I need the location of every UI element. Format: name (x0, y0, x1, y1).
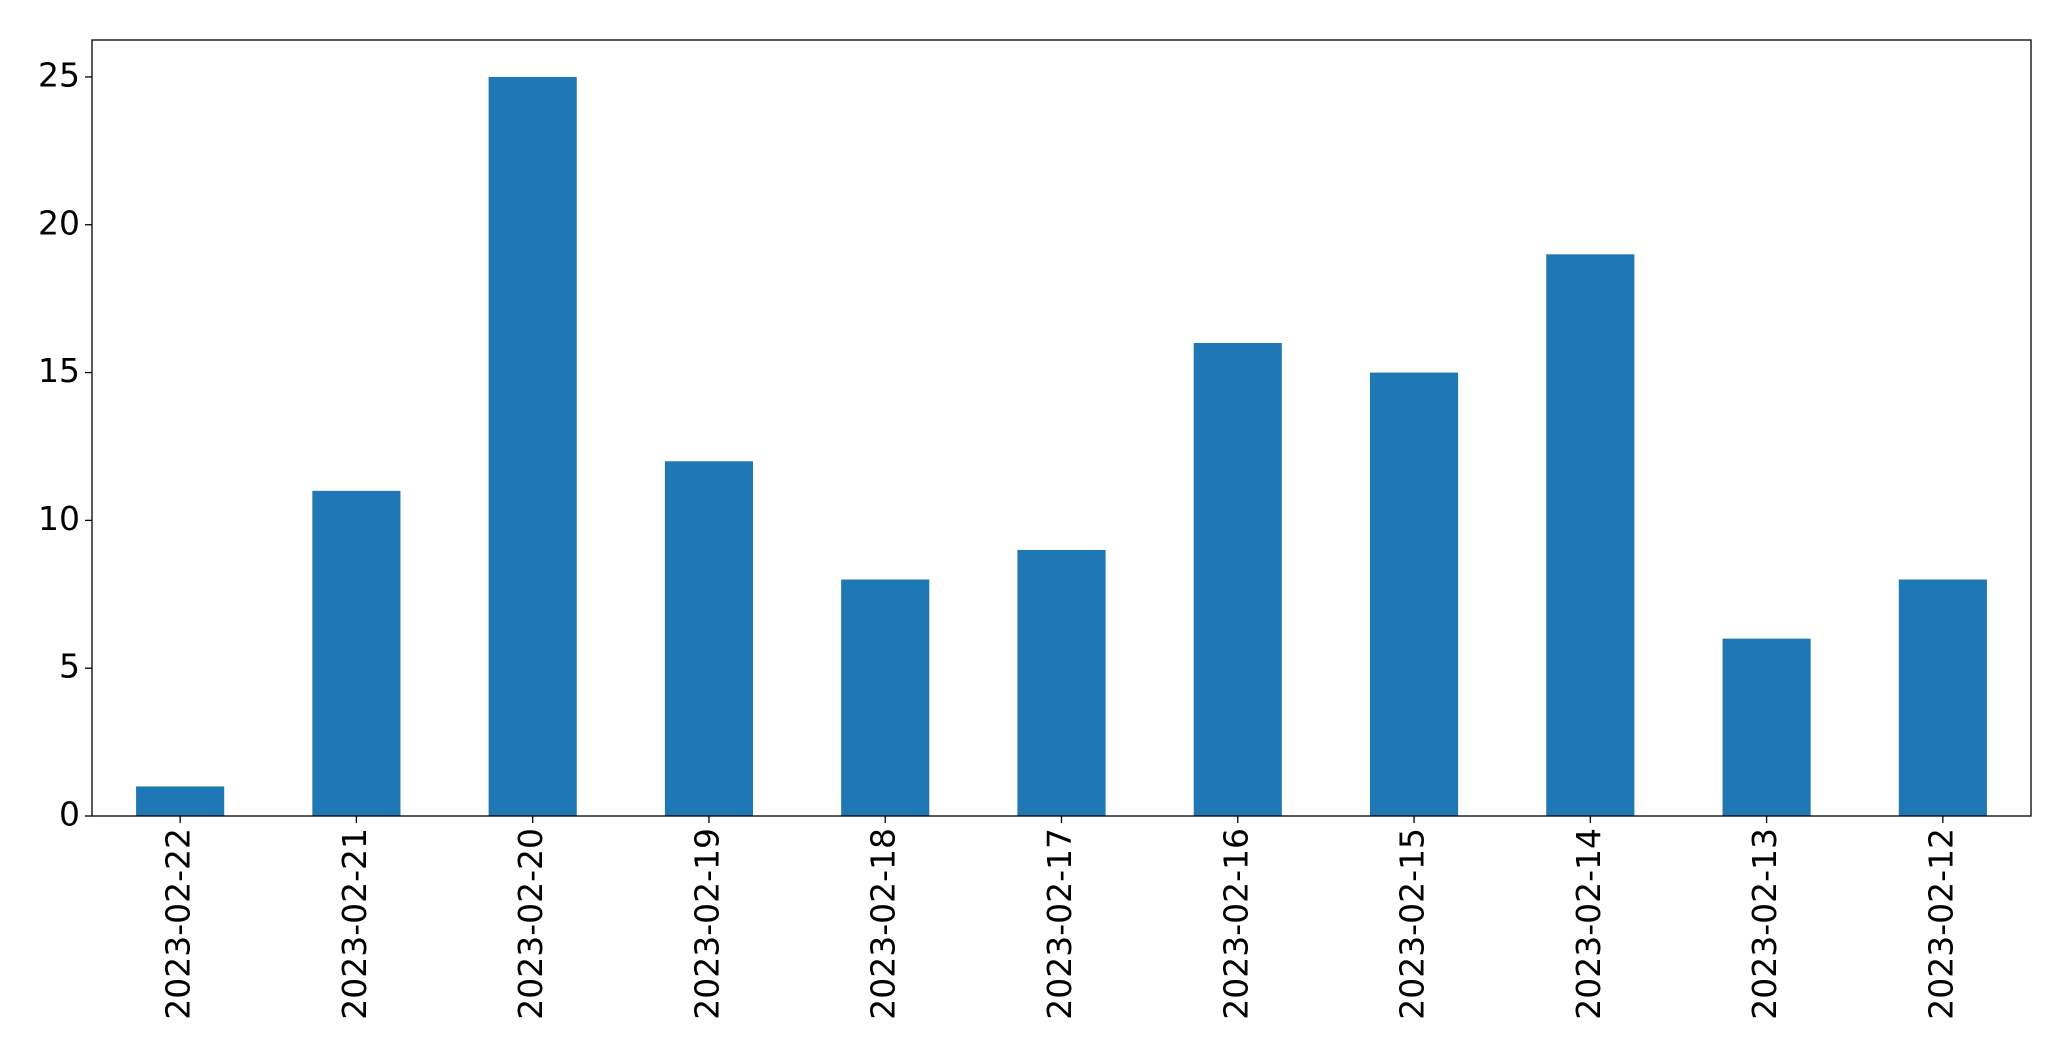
x-tick-label: 2023-02-17 (1040, 828, 1079, 1020)
y-tick-label: 10 (38, 499, 80, 538)
bar (1546, 254, 1635, 817)
y-tick-label: 15 (38, 351, 80, 390)
x-tick-label: 2023-02-15 (1393, 828, 1432, 1020)
x-tick-label: 2023-02-19 (687, 828, 726, 1020)
x-tick-label: 2023-02-12 (1921, 828, 1960, 1020)
x-tick-label: 2023-02-13 (1745, 828, 1784, 1020)
x-tick-label: 2023-02-16 (1216, 828, 1255, 1020)
bar (841, 579, 930, 816)
y-tick-label: 0 (59, 795, 80, 834)
x-tick-label: 2023-02-18 (864, 828, 903, 1020)
bar (136, 786, 225, 816)
bar (1722, 638, 1811, 816)
plot-frame (91, 39, 2032, 817)
bar (312, 490, 401, 816)
y-tick-label: 20 (38, 203, 80, 242)
bar (664, 461, 754, 816)
bar (1369, 372, 1459, 816)
y-tick-label: 5 (59, 647, 80, 686)
x-tick-label: 2023-02-21 (335, 828, 374, 1020)
bar (488, 76, 577, 816)
x-tick-label: 2023-02-20 (511, 828, 550, 1020)
x-tick-label: 2023-02-22 (159, 828, 198, 1020)
x-tick-label: 2023-02-14 (1569, 828, 1608, 1020)
bar (1017, 549, 1106, 816)
y-tick-label: 25 (38, 55, 80, 94)
bar (1193, 343, 1282, 816)
bar (1898, 579, 1987, 816)
